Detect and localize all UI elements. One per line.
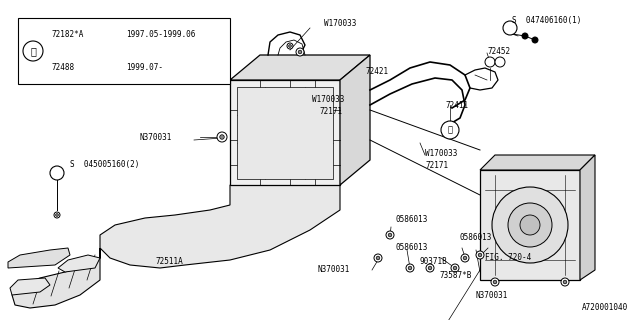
Text: ①: ① xyxy=(30,46,36,56)
Text: N370031: N370031 xyxy=(475,291,508,300)
Circle shape xyxy=(478,253,482,257)
Text: 72488: 72488 xyxy=(52,63,75,72)
Circle shape xyxy=(522,33,528,39)
Text: 90371B: 90371B xyxy=(420,258,448,267)
Circle shape xyxy=(374,254,382,262)
Text: 0586013: 0586013 xyxy=(395,244,428,252)
Circle shape xyxy=(287,43,293,49)
Text: FIG. 720-4: FIG. 720-4 xyxy=(485,253,531,262)
Text: S  047406160(1): S 047406160(1) xyxy=(512,15,581,25)
Polygon shape xyxy=(12,248,100,308)
Text: A720001040: A720001040 xyxy=(582,303,628,312)
Polygon shape xyxy=(230,55,370,80)
Circle shape xyxy=(493,280,497,284)
Circle shape xyxy=(495,57,505,67)
Circle shape xyxy=(408,266,412,270)
Circle shape xyxy=(508,203,552,247)
Text: W170033: W170033 xyxy=(425,149,458,158)
Circle shape xyxy=(298,50,302,54)
Circle shape xyxy=(485,57,495,67)
Text: 72452: 72452 xyxy=(487,47,510,57)
Text: 0586013: 0586013 xyxy=(460,234,492,243)
Circle shape xyxy=(386,231,394,239)
Circle shape xyxy=(563,280,567,284)
Text: 72511A: 72511A xyxy=(155,258,183,267)
Text: ①: ① xyxy=(447,125,452,134)
Text: 72171: 72171 xyxy=(425,162,448,171)
Circle shape xyxy=(453,266,457,270)
Text: S  045005160(2): S 045005160(2) xyxy=(70,161,140,170)
Text: 1997.05-1999.06: 1997.05-1999.06 xyxy=(126,30,195,39)
Circle shape xyxy=(476,251,484,259)
Polygon shape xyxy=(10,278,50,295)
Circle shape xyxy=(520,215,540,235)
Text: 72171: 72171 xyxy=(320,108,343,116)
Circle shape xyxy=(406,264,414,272)
Polygon shape xyxy=(8,248,70,268)
Circle shape xyxy=(428,266,432,270)
Text: 73587*B: 73587*B xyxy=(440,270,472,279)
Polygon shape xyxy=(100,185,340,268)
Text: W170033: W170033 xyxy=(324,20,356,28)
Circle shape xyxy=(388,233,392,237)
Circle shape xyxy=(50,166,64,180)
Bar xyxy=(237,87,333,179)
Text: 72182*A: 72182*A xyxy=(52,30,84,39)
Circle shape xyxy=(54,212,60,218)
Circle shape xyxy=(220,135,224,139)
Text: 0586013: 0586013 xyxy=(395,215,428,225)
Text: 72411: 72411 xyxy=(445,101,468,110)
Polygon shape xyxy=(580,155,595,280)
Polygon shape xyxy=(58,255,100,272)
Text: 72421: 72421 xyxy=(365,68,388,76)
Circle shape xyxy=(441,121,459,139)
Circle shape xyxy=(491,278,499,286)
Text: N370031: N370031 xyxy=(318,266,350,275)
Circle shape xyxy=(561,278,569,286)
Circle shape xyxy=(376,256,380,260)
Circle shape xyxy=(426,264,434,272)
Circle shape xyxy=(463,256,467,260)
Polygon shape xyxy=(480,170,580,280)
Bar xyxy=(18,18,230,84)
Polygon shape xyxy=(340,55,370,185)
Text: N370031: N370031 xyxy=(140,133,172,142)
Circle shape xyxy=(23,41,43,61)
Circle shape xyxy=(503,21,517,35)
Text: W170033: W170033 xyxy=(312,95,344,105)
Circle shape xyxy=(296,48,304,56)
Circle shape xyxy=(461,254,469,262)
Circle shape xyxy=(217,132,227,142)
Text: 1999.07-: 1999.07- xyxy=(126,63,163,72)
Polygon shape xyxy=(480,155,595,170)
Circle shape xyxy=(492,187,568,263)
Circle shape xyxy=(532,37,538,43)
Polygon shape xyxy=(230,80,340,185)
Circle shape xyxy=(289,45,291,47)
Circle shape xyxy=(56,214,58,216)
Circle shape xyxy=(451,264,459,272)
